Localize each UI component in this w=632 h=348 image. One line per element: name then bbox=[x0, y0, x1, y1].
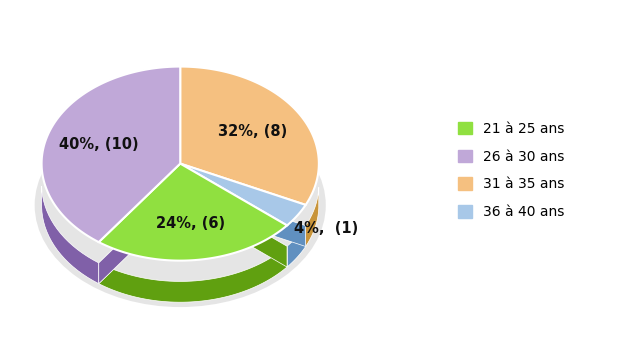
Legend: 21 à 25 ans, 26 à 30 ans, 31 à 35 ans, 36 à 40 ans: 21 à 25 ans, 26 à 30 ans, 31 à 35 ans, 3… bbox=[458, 122, 564, 219]
Polygon shape bbox=[99, 184, 180, 284]
Ellipse shape bbox=[35, 103, 325, 307]
Polygon shape bbox=[180, 184, 287, 267]
Polygon shape bbox=[306, 187, 319, 246]
Text: 40%, (10): 40%, (10) bbox=[59, 137, 138, 152]
Polygon shape bbox=[180, 164, 306, 226]
Polygon shape bbox=[180, 66, 319, 205]
Polygon shape bbox=[180, 184, 306, 246]
Polygon shape bbox=[99, 246, 287, 302]
Text: 24%, (6): 24%, (6) bbox=[157, 216, 226, 231]
Polygon shape bbox=[99, 164, 287, 261]
Polygon shape bbox=[180, 184, 287, 267]
Text: 4%,  (1): 4%, (1) bbox=[295, 221, 359, 236]
Polygon shape bbox=[99, 184, 180, 284]
Text: 32%, (8): 32%, (8) bbox=[218, 124, 288, 139]
Polygon shape bbox=[180, 184, 306, 246]
Polygon shape bbox=[42, 66, 180, 242]
Polygon shape bbox=[42, 186, 99, 284]
Polygon shape bbox=[287, 226, 306, 267]
